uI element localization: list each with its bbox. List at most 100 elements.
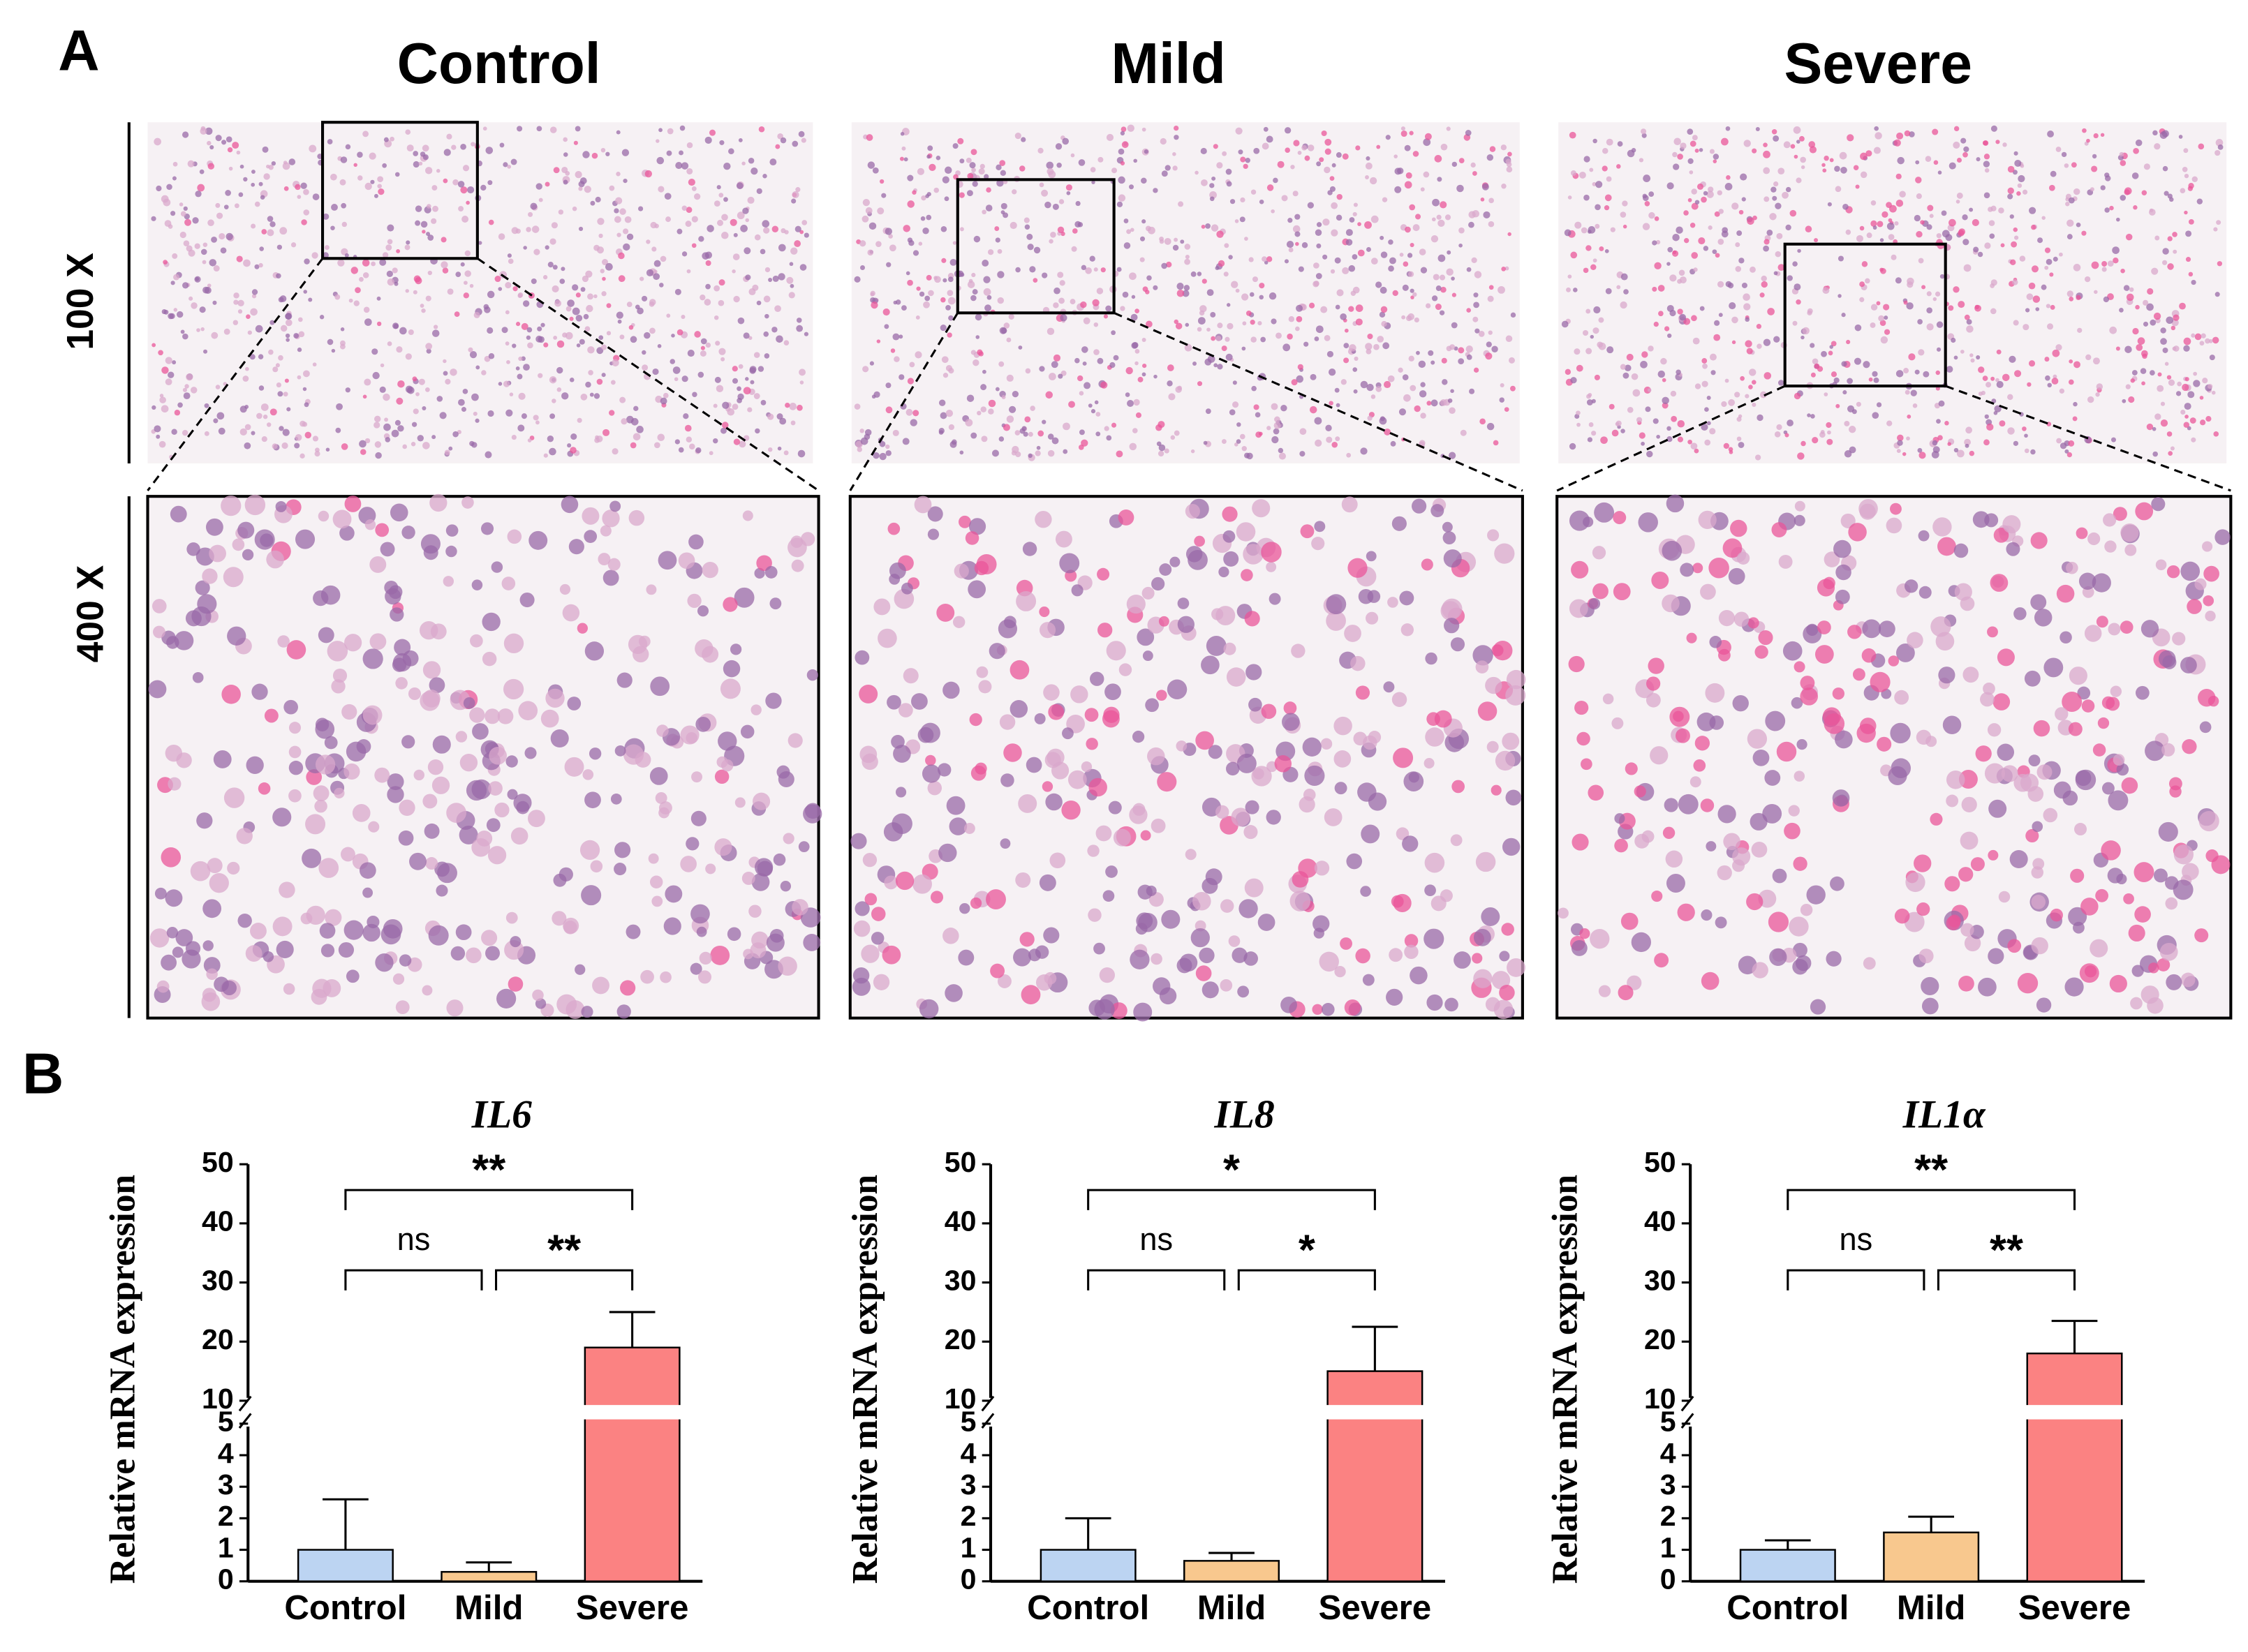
cell — [1291, 643, 1306, 658]
cell — [1228, 255, 1233, 260]
cell — [1667, 246, 1673, 253]
x-tick-label: Control — [1726, 1588, 1849, 1627]
cell — [272, 366, 279, 373]
cell — [1696, 183, 1704, 190]
cell — [1932, 446, 1940, 454]
cell — [686, 142, 693, 149]
cell — [928, 290, 934, 297]
cell — [1048, 704, 1065, 720]
cell — [323, 213, 330, 220]
cell — [309, 144, 317, 153]
cell — [1432, 198, 1440, 207]
cell — [1424, 884, 1436, 897]
cell — [1225, 353, 1233, 361]
cell — [2060, 442, 2067, 449]
cell — [1239, 216, 1245, 223]
cell — [1904, 579, 1918, 593]
cell — [585, 270, 593, 278]
cell — [1358, 588, 1374, 604]
cell — [1592, 258, 1597, 263]
cell — [806, 669, 819, 681]
cell — [1722, 538, 1743, 558]
cell — [633, 405, 639, 412]
cell — [494, 276, 501, 283]
cell — [2154, 143, 2161, 150]
cell — [2092, 154, 2097, 159]
cell — [1592, 181, 1597, 186]
cell — [2046, 304, 2050, 308]
cell — [626, 924, 641, 939]
cell — [1016, 590, 1037, 611]
cell — [698, 236, 704, 242]
cell — [1703, 191, 1708, 196]
cell — [1595, 181, 1603, 188]
cell — [1444, 997, 1458, 1012]
cell — [2140, 368, 2147, 374]
cell — [282, 429, 290, 436]
cell — [2160, 338, 2167, 345]
y-tick-label: 4 — [961, 1437, 977, 1469]
cell — [1794, 514, 1805, 526]
cell — [1068, 401, 1075, 408]
cell — [1146, 885, 1157, 896]
cell — [1197, 381, 1203, 387]
cell — [637, 307, 644, 315]
cell — [2086, 138, 2090, 143]
cell — [549, 126, 557, 133]
cell — [2166, 974, 2182, 990]
cell — [666, 150, 672, 156]
cell — [2084, 625, 2102, 642]
cell — [254, 264, 260, 269]
cell — [1713, 154, 1720, 160]
bar — [2026, 1352, 2123, 1582]
cell — [295, 433, 302, 441]
bar — [1183, 1560, 1280, 1582]
cell — [472, 723, 489, 740]
cell — [705, 260, 711, 266]
cell — [1434, 155, 1442, 163]
cell — [572, 206, 577, 211]
cell — [649, 875, 663, 889]
cell — [427, 235, 434, 241]
cell — [1355, 145, 1361, 151]
cell — [1141, 127, 1146, 132]
cell — [752, 284, 759, 291]
cell — [2175, 391, 2182, 396]
cell — [526, 327, 533, 333]
y-axis-label: Relative mRNA expression — [1545, 1175, 1585, 1584]
cell — [1993, 528, 2009, 543]
cell — [2162, 248, 2169, 255]
cell — [1958, 975, 1974, 992]
cell — [1778, 554, 1793, 569]
cell — [2120, 620, 2134, 634]
cell — [941, 258, 947, 263]
cell — [1488, 330, 1493, 335]
cell — [1917, 319, 1923, 325]
cell — [1144, 149, 1148, 154]
cell — [584, 641, 605, 661]
cell — [1167, 364, 1174, 371]
cell — [370, 179, 375, 184]
cell — [166, 636, 179, 649]
cell — [1344, 328, 1349, 333]
cell — [1947, 442, 1951, 446]
cell — [919, 291, 925, 297]
cell — [1895, 173, 1902, 179]
cell — [549, 375, 557, 384]
y-tick-label: 0 — [961, 1563, 977, 1595]
cell — [311, 988, 327, 1005]
cell — [1329, 176, 1335, 181]
cell — [1104, 683, 1121, 701]
cell — [1585, 245, 1592, 251]
cell — [713, 438, 718, 444]
cell — [340, 343, 346, 350]
cell — [1921, 976, 1939, 996]
cell — [713, 403, 718, 408]
cell — [718, 348, 726, 355]
cell — [616, 232, 621, 237]
cell — [862, 199, 871, 207]
cell — [1502, 732, 1520, 750]
cell — [318, 858, 339, 878]
cell — [2024, 670, 2041, 687]
cell — [331, 679, 346, 694]
